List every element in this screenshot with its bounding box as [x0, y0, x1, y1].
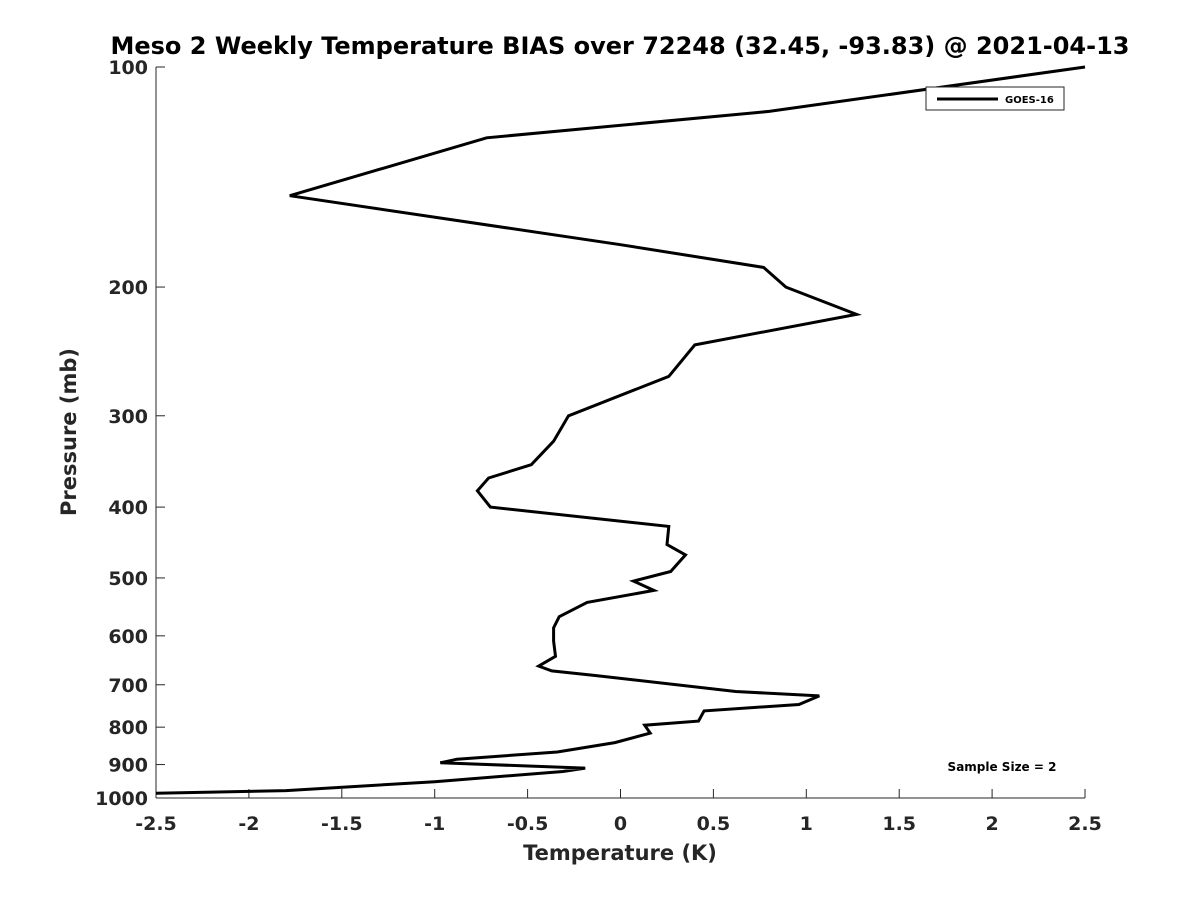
x-tick-label: 2.5 — [1068, 813, 1102, 835]
x-tick-label: -2 — [238, 813, 259, 835]
x-tick-label: -1.5 — [321, 813, 363, 835]
x-axis-label: Temperature (K) — [523, 841, 717, 865]
x-tick-label: 2 — [985, 813, 998, 835]
series-layer — [155, 65, 1086, 795]
x-tick-label: -1 — [424, 813, 445, 835]
legend-label-goes-16: GOES-16 — [1005, 95, 1054, 106]
x-tick-label: -2.5 — [135, 813, 177, 835]
y-tick-label: 300 — [108, 406, 148, 428]
y-tick-label: 400 — [108, 497, 148, 519]
y-tick-label: 700 — [108, 675, 148, 697]
legend: GOES-16 — [925, 86, 1065, 111]
y-tick-label: 600 — [108, 626, 148, 648]
x-tick-label: 0.5 — [697, 813, 731, 835]
y-tick-label: 1000 — [95, 788, 148, 810]
x-tick-label: -0.5 — [507, 813, 549, 835]
sample-size-annotation: Sample Size = 2 — [948, 760, 1057, 774]
y-tick-label: 500 — [108, 568, 148, 590]
x-axis-ticks: -2.5 -2 -1.5 -1 -0.5 0 0.5 1 1.5 2 2.5 — [135, 789, 1102, 835]
chart-title: Meso 2 Weekly Temperature BIAS over 7224… — [110, 32, 1129, 60]
y-tick-label: 200 — [108, 277, 148, 299]
y-tick-label: 900 — [108, 755, 148, 777]
y-axis-label: Pressure (mb) — [57, 348, 81, 516]
x-tick-label: 1.5 — [882, 813, 916, 835]
series-line-goes-16 — [155, 65, 1086, 795]
x-tick-label: 1 — [800, 813, 813, 835]
y-tick-label: 100 — [108, 57, 148, 79]
x-tick-label: 0 — [614, 813, 627, 835]
y-axis-ticks: 100 200 300 400 500 600 700 800 900 1000 — [95, 57, 165, 810]
y-tick-label: 800 — [108, 717, 148, 739]
